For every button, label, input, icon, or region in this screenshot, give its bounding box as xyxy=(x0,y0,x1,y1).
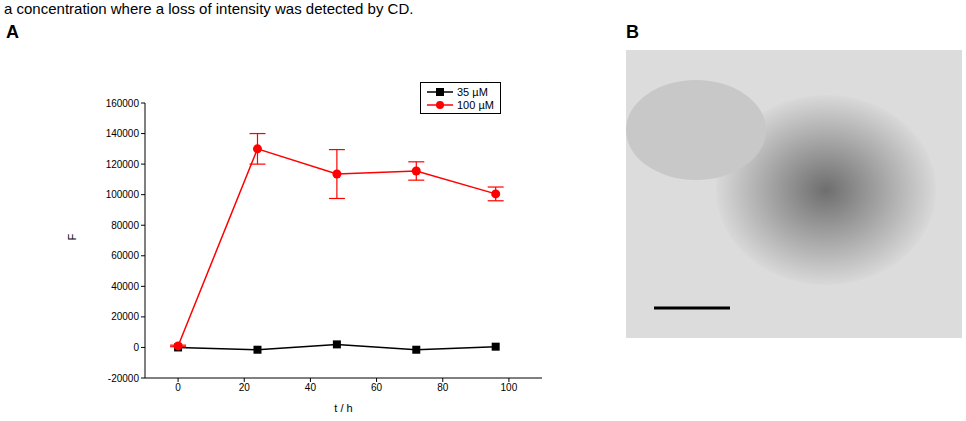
svg-text:40: 40 xyxy=(305,382,317,393)
html-text:A: A xyxy=(6,22,19,42)
svg-text:20000: 20000 xyxy=(111,311,139,322)
svg-text:0: 0 xyxy=(175,382,181,393)
svg-text:80: 80 xyxy=(437,382,449,393)
svg-text:60000: 60000 xyxy=(111,250,139,261)
svg-text:-20000: -20000 xyxy=(108,373,140,384)
svg-text:40000: 40000 xyxy=(111,281,139,292)
svg-text:120000: 120000 xyxy=(106,159,140,170)
html-text:a concentration where a loss o: a concentration where a loss of intensit… xyxy=(4,0,414,17)
svg-text:F: F xyxy=(66,234,78,241)
svg-text:0: 0 xyxy=(133,342,139,353)
html-text:B: B xyxy=(626,22,639,42)
svg-text:60: 60 xyxy=(371,382,383,393)
svg-text:80000: 80000 xyxy=(111,220,139,231)
svg-text:160000: 160000 xyxy=(106,98,140,109)
svg-text:t / h: t / h xyxy=(334,402,352,414)
svg-text:140000: 140000 xyxy=(106,128,140,139)
html-text:35 µM: 35 µM xyxy=(457,85,488,98)
svg-text:100000: 100000 xyxy=(106,189,140,200)
svg-text:20: 20 xyxy=(239,382,251,393)
html-text:100 µM: 100 µM xyxy=(457,98,494,111)
svg-text:100: 100 xyxy=(501,382,518,393)
